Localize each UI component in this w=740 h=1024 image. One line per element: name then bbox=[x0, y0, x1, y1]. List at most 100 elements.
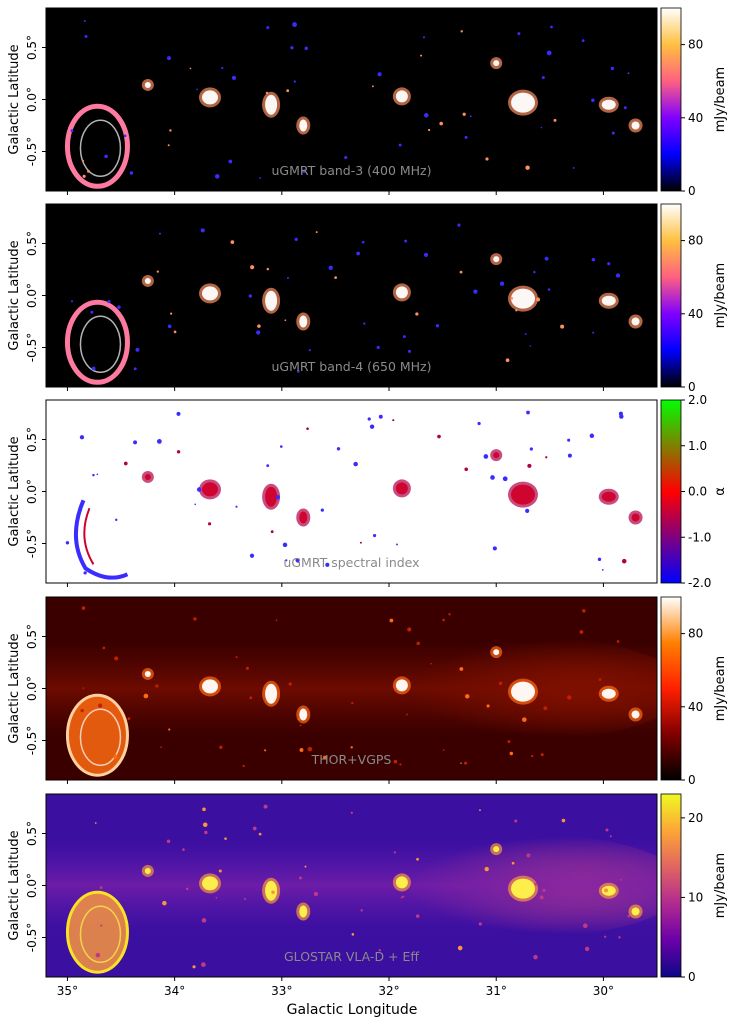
faint-source bbox=[285, 559, 288, 562]
y-tick-label: 0.0° bbox=[25, 676, 39, 701]
y-axis-title: Galactic Latitude bbox=[7, 240, 22, 350]
faint-source bbox=[507, 740, 511, 744]
faint-source bbox=[534, 882, 538, 886]
faint-source bbox=[129, 171, 134, 175]
faint-source bbox=[173, 330, 177, 334]
source-core bbox=[493, 649, 500, 656]
panel-label: uGMRT band-3 (400 MHz) bbox=[272, 163, 432, 178]
faint-source bbox=[531, 754, 534, 758]
map-background bbox=[46, 8, 657, 191]
faint-source bbox=[416, 857, 419, 861]
snr-shell bbox=[65, 693, 129, 777]
faint-source bbox=[597, 557, 602, 562]
source-core bbox=[299, 511, 308, 524]
faint-source bbox=[591, 98, 595, 103]
y-tick-label: 0.5° bbox=[25, 35, 39, 60]
faint-source bbox=[325, 562, 330, 567]
faint-source bbox=[259, 177, 262, 179]
faint-source bbox=[464, 761, 468, 765]
faint-source bbox=[415, 312, 419, 316]
faint-source bbox=[200, 228, 205, 233]
source-core bbox=[144, 670, 151, 677]
source-core bbox=[265, 880, 278, 901]
faint-source bbox=[526, 853, 531, 858]
faint-source bbox=[490, 475, 495, 480]
faint-source bbox=[266, 26, 270, 30]
faint-source bbox=[525, 165, 530, 170]
faint-source bbox=[156, 439, 162, 444]
faint-source bbox=[561, 818, 566, 823]
faint-source bbox=[245, 666, 250, 670]
faint-source bbox=[320, 508, 324, 512]
faint-source bbox=[582, 923, 588, 929]
source-core bbox=[493, 846, 500, 853]
x-axis-title: Galactic Longitude bbox=[287, 1002, 418, 1018]
faint-source bbox=[230, 240, 235, 244]
source-core bbox=[395, 876, 408, 889]
faint-source bbox=[284, 319, 287, 322]
faint-source bbox=[369, 424, 375, 429]
source-core bbox=[265, 683, 278, 704]
faint-source bbox=[302, 169, 306, 174]
y-tick-label: -0.5° bbox=[25, 923, 39, 952]
faint-source bbox=[133, 367, 137, 371]
faint-source bbox=[579, 630, 584, 634]
faint-source bbox=[115, 518, 118, 522]
faint-source bbox=[533, 954, 538, 960]
faint-source bbox=[459, 270, 463, 274]
faint-source bbox=[526, 410, 530, 415]
colorbar-label: α bbox=[713, 487, 728, 496]
faint-source bbox=[193, 617, 197, 621]
colorbar-tick-label: -1.0 bbox=[688, 530, 711, 544]
faint-source bbox=[399, 763, 402, 766]
faint-source bbox=[275, 619, 278, 622]
faint-source bbox=[242, 764, 245, 768]
panels: uGMRT band-3 (400 MHz) 0.5° 0.0° -0.5° Galac… bbox=[7, 7, 728, 998]
faint-source bbox=[589, 433, 595, 438]
faint-source bbox=[618, 411, 623, 416]
faint-source bbox=[185, 887, 189, 891]
faint-source bbox=[83, 19, 86, 23]
faint-source bbox=[572, 167, 575, 169]
faint-source bbox=[156, 270, 159, 273]
faint-source bbox=[207, 522, 212, 526]
faint-source bbox=[266, 267, 270, 271]
source-core bbox=[202, 286, 219, 301]
faint-source bbox=[279, 445, 283, 448]
panel-label: GLOSTAR VLA-D + Eff bbox=[284, 949, 419, 964]
faint-source bbox=[252, 826, 257, 831]
source-core bbox=[631, 907, 640, 916]
faint-source bbox=[92, 473, 95, 477]
panel-4: THOR+VGPS 0.5° 0.0° -0.5°Galactic Latitude 0… bbox=[7, 596, 728, 787]
faint-source bbox=[376, 345, 380, 350]
faint-source bbox=[627, 72, 630, 75]
y-tick-label: 0.0° bbox=[25, 479, 39, 504]
faint-source bbox=[170, 312, 173, 315]
faint-source bbox=[550, 25, 553, 29]
faint-source bbox=[350, 746, 353, 749]
snr-shell bbox=[65, 890, 129, 974]
faint-source bbox=[543, 706, 548, 711]
y-tick-label: 0.5° bbox=[25, 821, 39, 846]
source-core bbox=[395, 286, 408, 299]
faint-source bbox=[249, 696, 253, 700]
faint-source bbox=[243, 897, 247, 900]
faint-source bbox=[114, 656, 119, 661]
colorbar-tick-label: 80 bbox=[688, 627, 703, 641]
faint-source bbox=[133, 440, 138, 445]
faint-source bbox=[323, 755, 327, 760]
faint-source bbox=[117, 305, 121, 309]
faint-source bbox=[84, 34, 88, 38]
faint-source bbox=[514, 819, 518, 823]
colorbar-tick-label: 20 bbox=[688, 811, 703, 825]
faint-source bbox=[492, 546, 497, 551]
faint-source bbox=[256, 330, 261, 335]
faint-source bbox=[70, 129, 74, 133]
colorbar-tick-label: 80 bbox=[688, 234, 703, 248]
colorbar-tick-label: 0 bbox=[688, 970, 696, 984]
faint-source bbox=[598, 678, 602, 681]
faint-source bbox=[404, 239, 408, 243]
faint-source bbox=[91, 366, 96, 371]
colorbar-tick-label: -2.0 bbox=[688, 576, 711, 590]
faint-source bbox=[457, 945, 463, 951]
